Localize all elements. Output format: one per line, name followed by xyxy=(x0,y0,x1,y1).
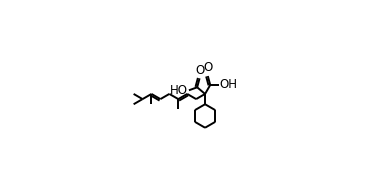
Text: O: O xyxy=(195,64,204,77)
Text: O: O xyxy=(203,61,212,74)
Text: OH: OH xyxy=(220,78,238,92)
Text: HO: HO xyxy=(170,84,188,97)
